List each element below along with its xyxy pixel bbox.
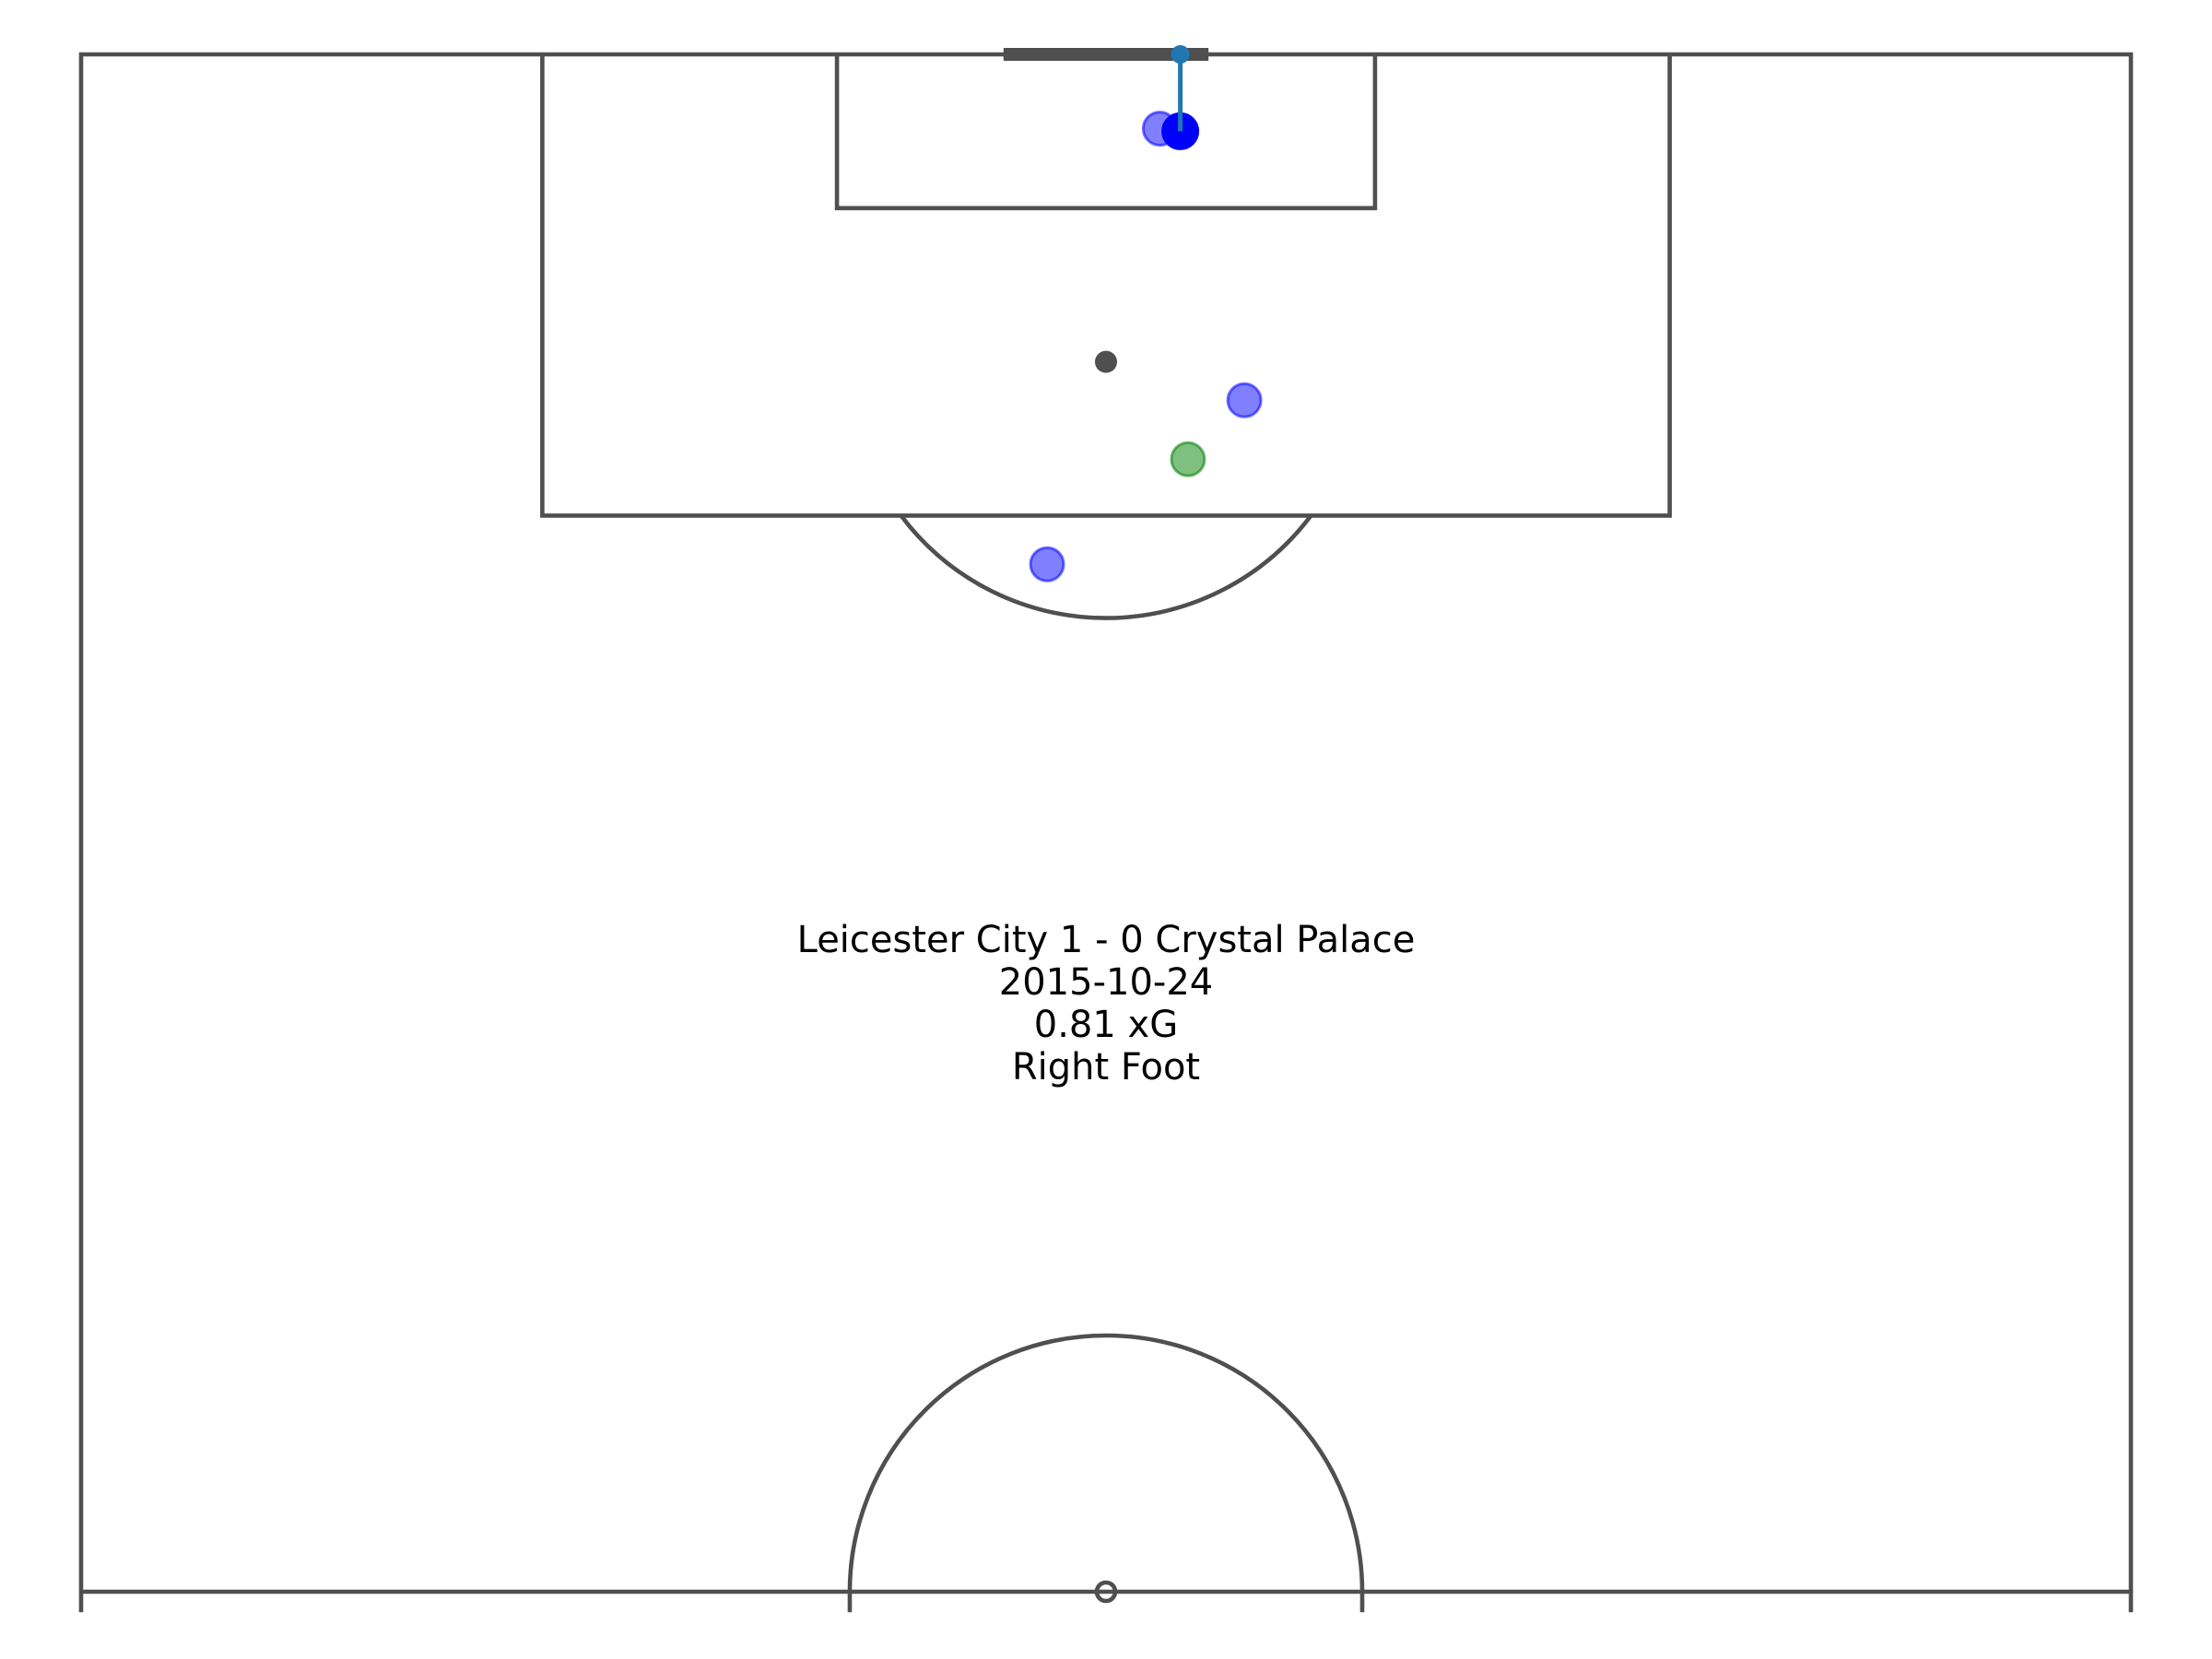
teammate-marker-1 [1141,111,1178,147]
pitch-boundary [78,52,2134,1592]
centre-spot [1094,1580,1118,1604]
penalty-arc [899,514,1313,620]
body-part-label: Right Foot [1012,1046,1200,1088]
six-yard-box [834,54,1378,211]
centre-circle [847,1333,1365,1613]
xg-label: 0.81 xG [1034,1004,1178,1046]
info-text-block: Leicester City 1 - 0 Crystal Palace 2015… [797,919,1416,1088]
date-label: 2015-10-24 [999,961,1213,1004]
shot-end-marker [1171,45,1190,64]
teammate-marker-3 [1029,546,1065,582]
penalty-spot [1095,350,1117,373]
match-label: Leicester City 1 - 0 Crystal Palace [797,919,1416,961]
marks-layer [1029,45,1263,582]
pitch-layer [78,48,2134,1613]
goalkeeper-marker [1170,441,1206,477]
teammate-marker-2 [1226,382,1263,418]
penalty-area [540,54,1672,518]
